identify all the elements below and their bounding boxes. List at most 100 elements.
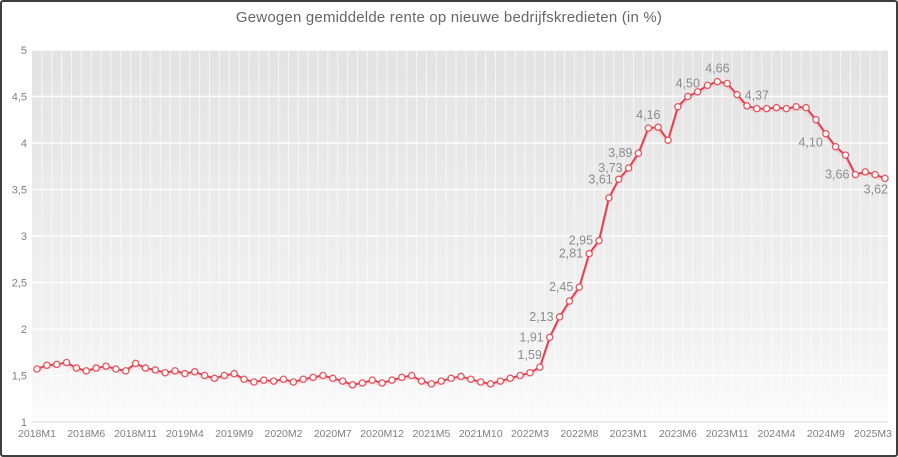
chart-title: Gewogen gemiddelde rente op nieuwe bedri… [235, 9, 663, 26]
data-label: 4,66 [705, 62, 729, 76]
data-point-marker [92, 364, 100, 372]
data-point-marker [684, 92, 692, 101]
data-point-marker [881, 174, 889, 183]
data-point-marker [358, 379, 367, 387]
data-point-marker [467, 375, 475, 383]
data-point-marker [496, 377, 505, 385]
y-tick-label: 5 [21, 45, 27, 57]
data-point-marker [388, 376, 396, 384]
data-point-marker [802, 103, 810, 112]
data-point-marker [595, 236, 603, 245]
y-tick-label: 1,5 [12, 371, 27, 383]
data-point-marker [427, 380, 436, 388]
data-point-marker [348, 381, 357, 389]
data-label: 2,45 [549, 280, 573, 294]
data-point-marker [536, 363, 544, 371]
data-point-marker [871, 170, 879, 179]
x-tick-label: 2023M11 [706, 428, 749, 440]
data-point-marker [378, 379, 386, 387]
data-point-marker [674, 102, 682, 111]
data-point-marker [102, 362, 110, 370]
data-point-marker [713, 77, 722, 86]
data-point-marker [52, 360, 61, 369]
data-point-marker [634, 149, 643, 157]
data-point-marker [792, 102, 801, 111]
data-point-marker [329, 374, 337, 383]
data-point-marker [486, 380, 495, 388]
data-point-marker [516, 371, 524, 380]
data-point-marker [654, 123, 662, 131]
data-label: 1,59 [518, 348, 542, 362]
data-point-marker [210, 374, 219, 383]
data-point-marker [555, 313, 564, 321]
data-label: 4,16 [636, 108, 660, 122]
data-point-marker [861, 168, 870, 176]
x-tick-label: 2018M1 [18, 428, 56, 440]
data-point-marker [200, 371, 209, 380]
data-point-marker [782, 104, 791, 113]
data-point-marker [299, 375, 307, 383]
data-point-marker [279, 375, 288, 383]
y-tick-label: 4 [21, 138, 27, 150]
data-point-marker [831, 142, 840, 151]
data-point-marker [506, 374, 515, 383]
data-point-marker [772, 103, 781, 112]
x-tick-label: 2021M5 [412, 428, 450, 440]
data-point-marker [250, 378, 258, 386]
y-tick-label: 2 [21, 324, 27, 336]
data-point-marker [526, 368, 534, 377]
y-tick-label: 2,5 [12, 278, 27, 290]
data-point-marker [121, 367, 130, 375]
data-point-marker [141, 364, 150, 372]
data-point-marker [812, 116, 820, 124]
data-point-marker [476, 378, 485, 386]
data-point-marker [693, 88, 702, 96]
x-tick-label: 2024M9 [807, 428, 845, 440]
data-point-marker [851, 170, 860, 179]
data-point-marker [151, 366, 160, 374]
data-label: 3,66 [825, 168, 849, 182]
data-point-marker [762, 104, 771, 113]
data-point-marker [191, 368, 199, 376]
data-point-marker [171, 367, 179, 375]
data-label: 2,95 [569, 234, 593, 248]
data-point-marker [161, 368, 169, 377]
data-point-marker [309, 373, 317, 382]
data-point-marker [33, 365, 41, 373]
data-point-marker [417, 377, 426, 385]
data-label: 4,50 [676, 77, 700, 91]
data-point-marker [319, 371, 327, 380]
x-tick-label: 2023M6 [659, 428, 697, 440]
x-tick-label: 2022M3 [511, 428, 549, 440]
data-point-marker [181, 369, 189, 378]
data-point-marker [575, 283, 584, 291]
x-tick-label: 2019M4 [166, 428, 204, 440]
data-point-marker [447, 374, 455, 383]
data-point-marker [822, 129, 830, 138]
data-point-marker [131, 359, 140, 368]
x-tick-label: 2020M12 [360, 428, 404, 440]
data-label: 3,61 [588, 172, 612, 186]
x-tick-label: 2022M8 [560, 428, 598, 440]
data-label: 3,73 [598, 161, 622, 175]
y-tick-label: 4,5 [12, 92, 27, 104]
x-tick-label: 2020M7 [314, 428, 352, 440]
data-label: 3,62 [864, 182, 888, 196]
data-point-marker [585, 249, 593, 258]
data-point-marker [664, 136, 672, 144]
x-tick-label: 2020M2 [265, 428, 303, 440]
x-tick-label: 2024M4 [758, 428, 796, 440]
data-label: 4,10 [798, 136, 822, 150]
data-point-marker [723, 79, 731, 88]
data-point-marker [220, 371, 229, 380]
data-point-marker [615, 175, 623, 184]
data-point-marker [240, 375, 248, 383]
x-tick-label: 2018M11 [114, 428, 157, 440]
data-label: 1,91 [519, 330, 543, 344]
x-tick-label: 2018M6 [67, 428, 105, 440]
y-tick-label: 3,5 [12, 185, 27, 197]
data-point-marker [457, 372, 465, 381]
data-point-marker [82, 367, 91, 375]
